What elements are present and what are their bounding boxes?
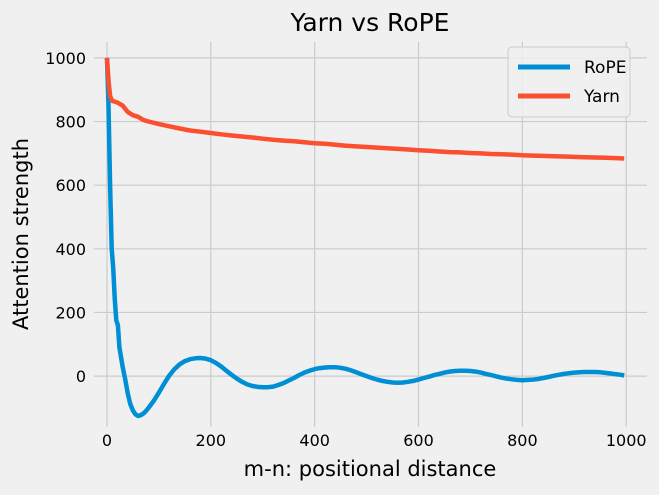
y-tick-label: 600 [55,176,86,195]
grid-lines [94,42,647,427]
x-tick-label: 800 [507,431,538,450]
y-tick-label: 400 [55,240,86,259]
y-axis-label: Attention strength [9,138,33,330]
chart-title: Yarn vs RoPE [290,8,450,37]
series-lines [104,57,625,419]
legend: RoPE Yarn [507,46,631,118]
y-tick-labels: 0 200 400 600 800 1000 [45,49,86,386]
legend-rope-label: RoPE [584,58,626,78]
x-axis-label: m-n: positional distance [244,457,497,481]
y-tick-label: 0 [76,367,86,386]
y-tick-label: 200 [55,303,86,322]
x-tick-label: 400 [299,431,330,450]
series-line-rope [104,57,625,419]
y-tick-label: 1000 [45,49,86,68]
x-tick-label: 0 [102,431,112,450]
x-tick-labels: 0 200 400 600 800 1000 [102,431,647,450]
series-line-yarn [104,57,625,161]
x-tick-label: 200 [196,431,227,450]
x-tick-label: 600 [403,431,434,450]
legend-yarn-label: Yarn [583,87,620,107]
y-tick-label: 800 [55,113,86,132]
x-tick-label: 1000 [606,431,647,450]
